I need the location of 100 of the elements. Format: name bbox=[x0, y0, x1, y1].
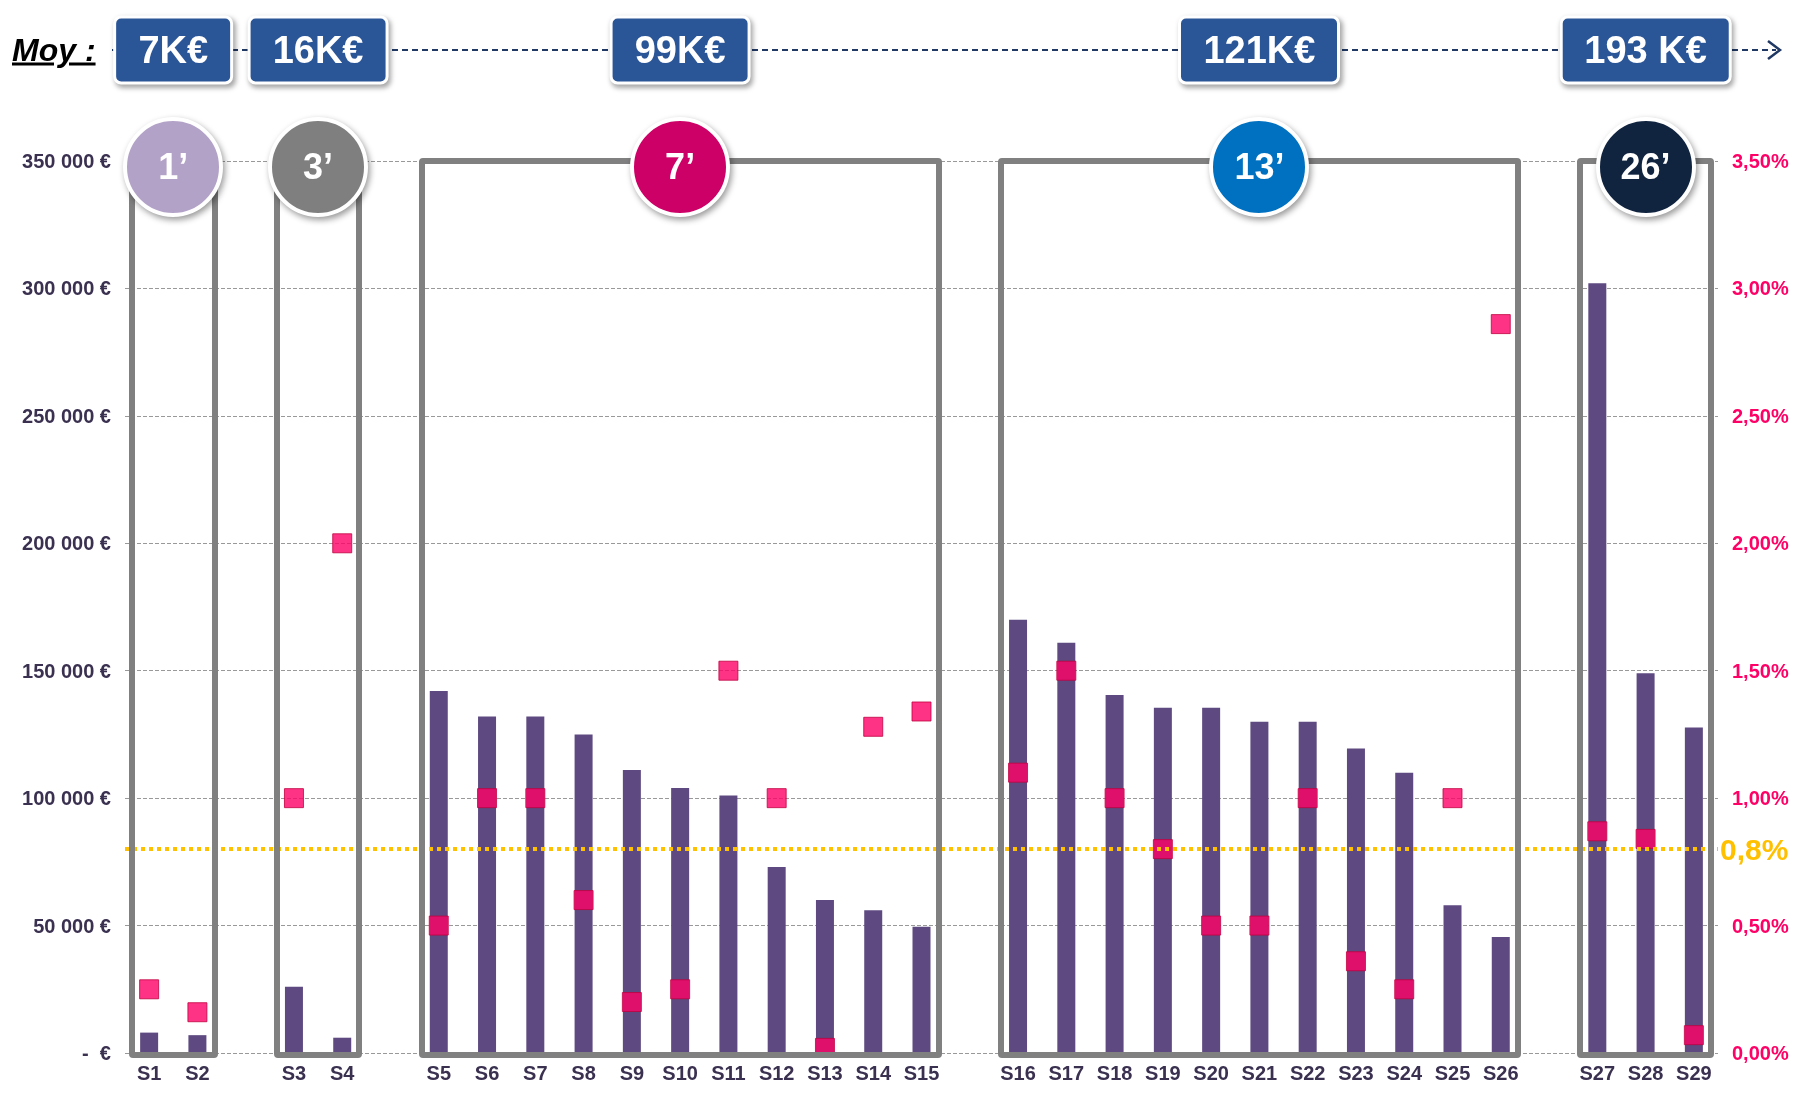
text: 16K€ bbox=[247, 15, 389, 85]
x-tick-label: S24 bbox=[1386, 1062, 1423, 1084]
bar bbox=[1057, 642, 1076, 1053]
bar bbox=[622, 770, 641, 1053]
point bbox=[1587, 821, 1608, 842]
point bbox=[863, 716, 884, 737]
point bbox=[1442, 788, 1463, 809]
point bbox=[428, 915, 449, 936]
y-tick-label: 300 000 € bbox=[22, 277, 111, 300]
y-tick-label: 250 000 € bbox=[22, 404, 111, 427]
point bbox=[1297, 788, 1318, 809]
point bbox=[525, 788, 546, 809]
text: Moy : bbox=[12, 31, 96, 69]
bar bbox=[1250, 721, 1269, 1053]
x-tick-label: S29 bbox=[1676, 1062, 1712, 1084]
annotation: 26’ bbox=[1620, 146, 1671, 188]
x-tick-label: S6 bbox=[474, 1062, 500, 1084]
x-tick-label: S3 bbox=[281, 1062, 307, 1084]
x-tick-label: S20 bbox=[1193, 1062, 1229, 1084]
y2-tick-label: 3,00% bbox=[1732, 277, 1789, 300]
y-tick-label: 350 000 € bbox=[22, 150, 111, 172]
bar bbox=[1395, 772, 1414, 1053]
x-tick-label: S19 bbox=[1145, 1062, 1181, 1084]
bar bbox=[333, 1037, 352, 1053]
y2-tick-label: 0,00% bbox=[1732, 1042, 1789, 1064]
bar bbox=[574, 734, 593, 1053]
x-tick-label: S27 bbox=[1579, 1062, 1616, 1084]
x-tick-label: S26 bbox=[1482, 1062, 1519, 1084]
point bbox=[1008, 762, 1029, 783]
bar bbox=[526, 716, 545, 1053]
x-tick-label: S16 bbox=[1000, 1062, 1036, 1084]
point bbox=[139, 979, 160, 1000]
text: 121K€ bbox=[1178, 15, 1341, 85]
point bbox=[911, 701, 932, 722]
x-tick-label: S17 bbox=[1048, 1062, 1085, 1084]
y2-tick-label: 1,00% bbox=[1732, 787, 1789, 810]
annotation: 3’ bbox=[303, 146, 334, 188]
bar bbox=[1298, 721, 1317, 1053]
point bbox=[1394, 979, 1415, 1000]
x-tick-label: S28 bbox=[1627, 1062, 1664, 1084]
bar bbox=[671, 787, 690, 1053]
bar bbox=[1153, 707, 1172, 1053]
bar bbox=[478, 716, 497, 1053]
x-tick-label: S7 bbox=[523, 1062, 548, 1084]
x-tick-label: S8 bbox=[571, 1062, 596, 1084]
y-tick-label: 200 000 € bbox=[22, 532, 111, 555]
y-tick-label: 150 000 € bbox=[22, 659, 111, 682]
bar bbox=[719, 795, 738, 1053]
annotation: 1’ bbox=[158, 146, 189, 188]
x-tick-label: S5 bbox=[426, 1062, 452, 1084]
point bbox=[573, 890, 594, 911]
point bbox=[1056, 660, 1077, 681]
point bbox=[621, 992, 642, 1013]
x-tick-label: S25 bbox=[1434, 1062, 1471, 1084]
point bbox=[1152, 839, 1173, 860]
point bbox=[1201, 915, 1222, 936]
bar bbox=[1443, 905, 1462, 1053]
y-tick-label: - € bbox=[82, 1042, 111, 1064]
x-tick-label: S9 bbox=[619, 1062, 645, 1084]
x-tick-label: S4 bbox=[329, 1062, 356, 1084]
bar bbox=[1684, 727, 1703, 1053]
bar bbox=[912, 926, 931, 1053]
x-tick-label: S11 bbox=[711, 1062, 746, 1084]
x-tick-label: S23 bbox=[1338, 1062, 1374, 1084]
bar bbox=[284, 986, 303, 1053]
bar bbox=[140, 1032, 159, 1053]
bar bbox=[1105, 694, 1124, 1053]
bar bbox=[188, 1035, 207, 1053]
point bbox=[1490, 314, 1511, 335]
y2-tick-label: 2,00% bbox=[1732, 532, 1789, 555]
point bbox=[1249, 915, 1270, 936]
point bbox=[1345, 951, 1366, 972]
x-tick-label: S10 bbox=[662, 1062, 698, 1084]
text: 7K€ bbox=[113, 15, 234, 85]
x-tick-label: S21 bbox=[1241, 1062, 1278, 1084]
annotation: 7’ bbox=[665, 146, 696, 188]
point bbox=[477, 788, 498, 809]
point bbox=[1683, 1025, 1704, 1046]
text: 99K€ bbox=[609, 15, 751, 85]
annotation: 13’ bbox=[1234, 146, 1285, 188]
x-tick-label: S22 bbox=[1289, 1062, 1326, 1084]
ref-line-label: 0,8% bbox=[1720, 832, 1789, 866]
point bbox=[187, 1002, 208, 1023]
x-tick-label: S15 bbox=[903, 1062, 940, 1084]
text: 193 K€ bbox=[1559, 15, 1732, 85]
bar bbox=[1009, 619, 1028, 1053]
point bbox=[1104, 788, 1125, 809]
point bbox=[670, 979, 691, 1000]
bar bbox=[1588, 283, 1607, 1053]
x-tick-label: S1 bbox=[136, 1062, 162, 1084]
point bbox=[766, 788, 787, 809]
point bbox=[1635, 828, 1656, 849]
point bbox=[332, 533, 353, 554]
x-tick-label: S2 bbox=[185, 1062, 210, 1084]
y2-tick-label: 0,50% bbox=[1732, 914, 1789, 937]
y-tick-label: 100 000 € bbox=[22, 787, 111, 810]
x-tick-label: S18 bbox=[1096, 1062, 1133, 1084]
bar bbox=[864, 910, 883, 1053]
bar bbox=[429, 691, 448, 1053]
bar bbox=[1636, 673, 1655, 1053]
